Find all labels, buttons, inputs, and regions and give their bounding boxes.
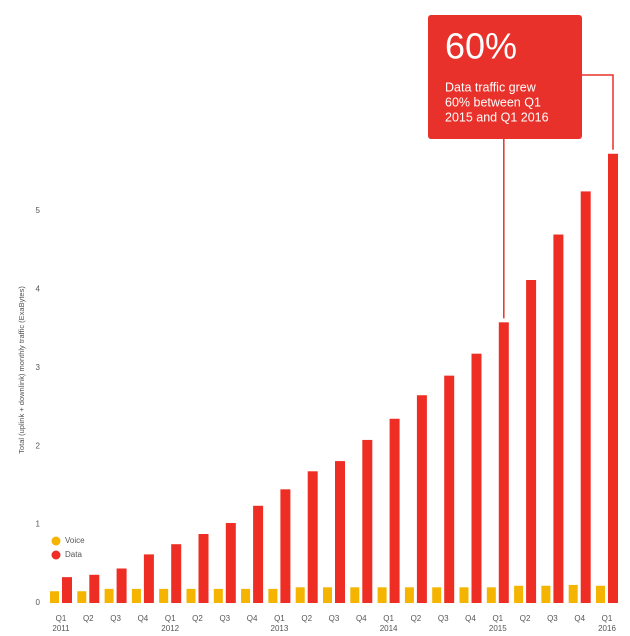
x-tick-label: Q3	[110, 614, 121, 623]
bar	[377, 587, 387, 603]
x-tick-label: Q2	[83, 614, 94, 623]
bar	[77, 591, 87, 603]
x-tick-label: Q3	[438, 614, 449, 623]
bar	[171, 544, 182, 603]
y-tick-label: 4	[36, 285, 41, 294]
x-tick-label: Q2	[301, 614, 312, 623]
legend-label: Data	[65, 550, 82, 559]
x-tick-label: Q2	[520, 614, 531, 623]
legend-label: Voice	[65, 536, 85, 545]
y-tick-label: 2	[36, 441, 41, 450]
bar	[253, 505, 264, 603]
annotation-text: 60% between Q1	[445, 95, 541, 109]
x-tick-label: Q1	[274, 614, 285, 623]
bar	[89, 574, 100, 603]
x-tick-label: Q1	[165, 614, 176, 623]
bar	[362, 439, 373, 603]
bar	[323, 587, 332, 603]
bar	[404, 587, 414, 603]
x-tick-label: Q4	[465, 614, 476, 623]
bar	[335, 461, 345, 603]
x-tick-label: Q4	[356, 614, 367, 623]
bar	[416, 395, 427, 603]
x-year-label: 2016	[598, 624, 616, 633]
bar	[471, 353, 482, 603]
bar	[280, 489, 291, 603]
bar	[389, 418, 400, 603]
x-tick-label: Q1	[383, 614, 394, 623]
bar	[116, 568, 127, 603]
legend-swatch	[51, 536, 61, 546]
bar	[432, 587, 442, 603]
bar	[608, 153, 618, 603]
x-tick-label: Q3	[219, 614, 230, 623]
connector	[582, 74, 614, 150]
bar	[62, 577, 72, 603]
bar	[295, 587, 305, 603]
bar	[131, 588, 141, 603]
x-tick-label: Q1	[492, 614, 503, 623]
bar	[459, 587, 469, 603]
bar	[198, 534, 209, 603]
x-year-label: 2013	[271, 624, 289, 633]
bar	[596, 585, 605, 603]
x-year-label: 2014	[380, 624, 398, 633]
annotation-box	[428, 15, 582, 139]
x-tick-label: Q2	[411, 614, 422, 623]
bar	[241, 588, 251, 603]
y-tick-label: 1	[36, 520, 41, 529]
bar	[580, 191, 591, 603]
x-tick-label: Q1	[602, 614, 613, 623]
bar	[350, 587, 360, 603]
x-tick-label: Q4	[247, 614, 258, 623]
bar	[213, 588, 223, 603]
x-year-label: 2012	[161, 624, 179, 633]
x-tick-label: Q4	[574, 614, 585, 623]
bar	[541, 585, 551, 603]
bar	[526, 279, 537, 603]
bar	[159, 588, 169, 603]
bar	[486, 587, 496, 603]
annotation-text: Data traffic grew	[445, 80, 537, 94]
bar	[225, 523, 236, 603]
bar	[268, 588, 278, 603]
legend-swatch	[51, 550, 61, 560]
x-year-label: 2015	[489, 624, 507, 633]
x-tick-label: Q2	[192, 614, 203, 623]
x-year-label: 2011	[52, 624, 70, 633]
y-axis-label: Total (uplink + downlink) monthly traffi…	[17, 286, 26, 454]
x-tick-label: Q1	[56, 614, 67, 623]
bar	[444, 375, 455, 603]
bar	[104, 588, 114, 603]
y-tick-label: 0	[36, 598, 41, 607]
annotation-headline: 60%	[445, 26, 517, 67]
bar	[498, 322, 509, 603]
bar	[568, 584, 578, 603]
bar	[50, 591, 59, 603]
bar	[143, 554, 154, 603]
bar	[186, 588, 196, 603]
y-tick-label: 3	[36, 363, 41, 372]
x-tick-label: Q3	[547, 614, 558, 623]
x-tick-label: Q4	[138, 614, 149, 623]
bar	[514, 585, 524, 603]
y-tick-label: 5	[36, 206, 41, 215]
bar	[307, 471, 318, 603]
bar	[553, 234, 564, 603]
annotation-text: 2015 and Q1 2016	[445, 110, 549, 124]
x-tick-label: Q3	[329, 614, 340, 623]
